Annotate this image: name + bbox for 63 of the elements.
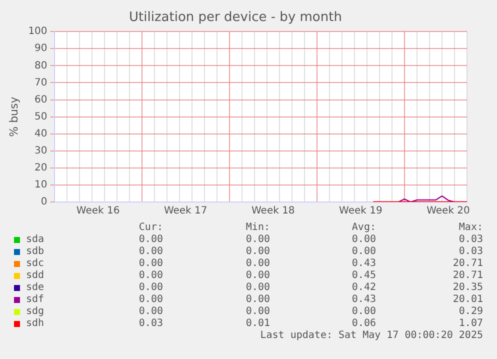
text: 0.06 — [350, 318, 376, 330]
text: 0.00 — [244, 258, 270, 270]
text: 20.01 — [452, 294, 483, 306]
x-tick-label: Week 20 — [426, 206, 470, 217]
text: 0.00 — [350, 234, 376, 246]
y-tick-label: 50 — [34, 111, 48, 122]
legend-label: sdd — [26, 270, 44, 282]
text: 0.00 — [138, 246, 163, 258]
legend-label: sdc — [26, 258, 44, 270]
text: 0.03 — [458, 246, 483, 258]
text: 0.43 — [350, 258, 376, 270]
text: 0.00 — [138, 294, 163, 306]
text: 0.01 — [244, 318, 270, 330]
y-tick-label: 60 — [34, 94, 48, 106]
text: 0.00 — [244, 234, 270, 246]
y-tick-label: 30 — [34, 145, 48, 156]
text: 0.00 — [244, 294, 270, 306]
text: 0.43 — [350, 294, 376, 306]
x-tick-label: Week 19 — [339, 206, 382, 217]
text: 0.00 — [138, 270, 163, 282]
y-tick-label: 20 — [34, 162, 48, 174]
text: 0.00 — [244, 270, 270, 282]
legend-label: sda — [26, 234, 44, 246]
y-tick-label: 90 — [34, 43, 48, 54]
text: 0.00 — [350, 246, 376, 258]
text: Max: — [458, 222, 483, 234]
text: 0.00 — [138, 258, 163, 270]
y-axis-title: % busy — [7, 96, 20, 137]
y-tick-label: 70 — [34, 77, 48, 88]
text: 0.00 — [244, 246, 270, 258]
text: 0.03 — [458, 234, 483, 246]
text: 20.71 — [452, 270, 483, 282]
text: 0.00 — [138, 234, 163, 246]
x-tick-label: Week 17 — [164, 206, 208, 217]
x-tick-label: Week 16 — [76, 206, 120, 217]
legend-label: sdg — [26, 306, 44, 318]
text: Min: — [244, 222, 270, 234]
legend-label: sde — [26, 282, 44, 294]
legend-label: sdh — [26, 318, 44, 330]
text: Last update: Sat May 17 00:00:20 2025 — [260, 330, 483, 342]
text: 0.45 — [350, 270, 376, 282]
text: 0.00 — [244, 306, 270, 318]
text: Avg: — [350, 222, 376, 234]
text: 0.00 — [138, 306, 163, 318]
y-tick-label: 40 — [34, 128, 48, 140]
y-tick-label: 0 — [40, 196, 48, 208]
text: 0.00 — [244, 282, 270, 294]
text: 0.00 — [350, 306, 376, 318]
text: 0.29 — [458, 306, 483, 318]
text: 0.00 — [138, 282, 163, 294]
text: 0.42 — [350, 282, 376, 294]
legend-label: sdb — [26, 246, 44, 258]
legend-label: sdf — [26, 294, 44, 306]
text: Cur: — [138, 222, 163, 234]
text: 1.07 — [458, 318, 483, 330]
y-tick-label: 80 — [34, 60, 48, 72]
y-tick-label: 100 — [28, 26, 48, 38]
y-tick-label: 10 — [34, 180, 48, 191]
text: 20.35 — [452, 282, 483, 294]
text: 20.71 — [452, 258, 483, 270]
x-tick-label: Week 18 — [251, 206, 295, 217]
text: 0.03 — [138, 318, 163, 330]
chart-title: Utilization per device - by month — [129, 10, 342, 26]
